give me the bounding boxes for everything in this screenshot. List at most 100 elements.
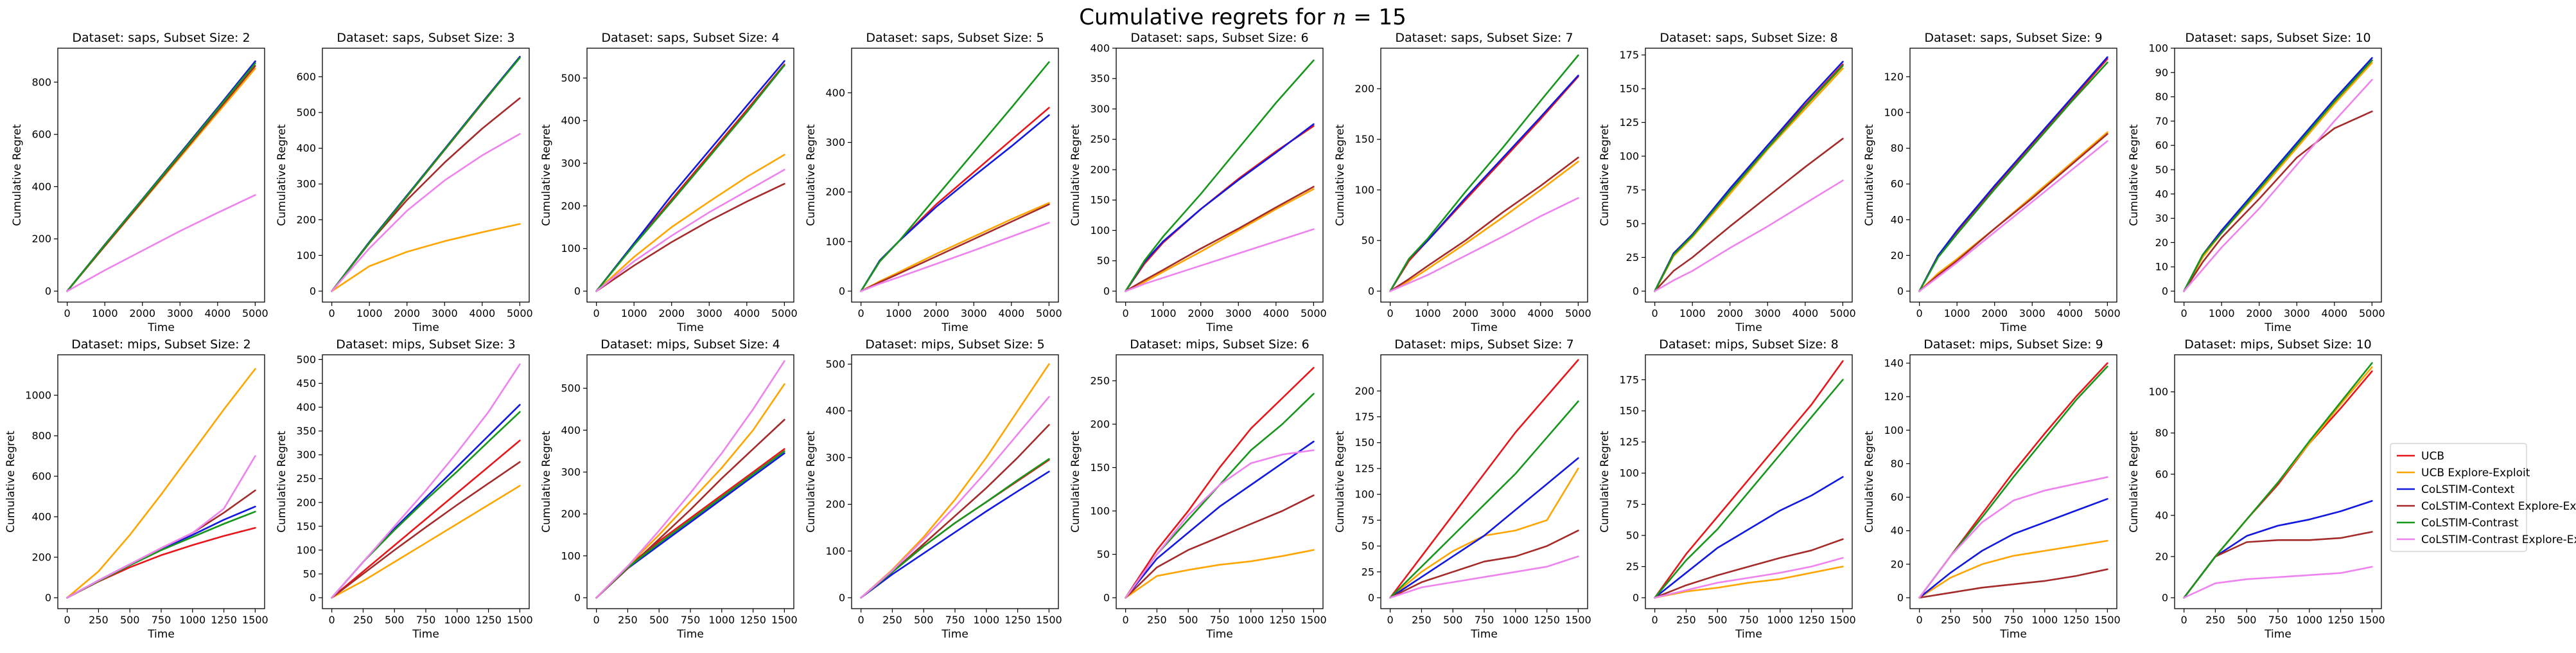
series-line [2183, 111, 2373, 292]
plot-frame [586, 48, 794, 303]
subplot-title: Dataset: mips, Subset Size: 5 [865, 337, 1044, 352]
y-tick-label: 100 [2148, 42, 2168, 55]
subplot-title: Dataset: mips, Subset Size: 3 [336, 337, 515, 352]
y-tick-label: 125 [1619, 116, 1639, 129]
plot-frame [1380, 354, 1588, 609]
series-line [860, 222, 1050, 292]
x-axis-label: Time [412, 321, 439, 334]
x-tick-label: 5000 [1036, 307, 1062, 319]
y-axis-label: Cumulative Regret [2128, 431, 2141, 533]
y-axis-label: Cumulative Regret [540, 124, 553, 226]
y-tick-label: 400 [1090, 42, 1110, 55]
x-tick-label: 1250 [211, 614, 237, 626]
series-line [1125, 123, 1315, 292]
x-tick-label: 3000 [167, 307, 193, 319]
subplot-7: 0 1000 2000 3000 4000 5000 0 25 50 75 100 125 150 175… [1599, 31, 1856, 334]
series-line [1918, 365, 2108, 599]
x-tick-label: 1250 [475, 614, 502, 626]
x-tick-label: 500 [914, 614, 934, 626]
x-tick-label: 1500 [2094, 614, 2121, 626]
series-line [595, 452, 785, 599]
x-tick-label: 3000 [2284, 307, 2310, 319]
x-tick-label: 1000 [444, 614, 470, 626]
series-line [595, 64, 785, 292]
x-tick-label: 1000 [1415, 307, 1441, 319]
x-tick-label: 250 [353, 614, 373, 626]
x-tick-label: 0 [1652, 614, 1658, 626]
x-tick-label: 4000 [2321, 307, 2347, 319]
y-tick-label: 150 [1090, 194, 1110, 206]
x-tick-label: 500 [120, 614, 140, 626]
subplot-title: Dataset: mips, Subset Size: 8 [1659, 337, 1838, 352]
series-line [1125, 549, 1315, 599]
x-tick-label: 0 [1123, 307, 1129, 319]
plot-frame [1645, 48, 1853, 303]
series-line [2183, 531, 2373, 599]
series-line [66, 368, 256, 599]
x-tick-label: 1000 [2296, 614, 2322, 626]
series-line [1918, 476, 2108, 599]
y-tick-label: 100 [1619, 467, 1639, 479]
series-line [1125, 440, 1315, 599]
x-tick-label: 5000 [242, 307, 268, 319]
series-line [860, 470, 1050, 599]
y-tick-label: 175 [1619, 373, 1639, 386]
y-tick-label: 100 [1090, 505, 1110, 517]
series-line [860, 114, 1050, 292]
x-axis-label: Time [1470, 321, 1498, 334]
y-tick-label: 100 [1884, 107, 1904, 119]
series-line [331, 57, 521, 292]
x-axis-label: Time [1205, 321, 1233, 334]
plot-frame [57, 354, 265, 609]
y-tick-label: 0 [310, 285, 316, 297]
series-line [595, 450, 785, 599]
series-line [1654, 379, 1844, 599]
y-tick-label: 100 [296, 544, 316, 556]
subplot-title: Dataset: saps, Subset Size: 2 [72, 31, 250, 45]
series-line [860, 458, 1050, 599]
y-tick-label: 400 [825, 405, 845, 417]
y-tick-label: 400 [31, 510, 51, 523]
y-tick-label: 100 [296, 249, 316, 262]
plot-frame [851, 354, 1059, 609]
x-tick-label: 1000 [2209, 307, 2235, 319]
y-tick-label: 50 [303, 568, 316, 580]
x-tick-label: 750 [152, 614, 171, 626]
y-axis-label: Cumulative Regret [4, 431, 17, 533]
y-tick-label: 60 [2155, 468, 2168, 480]
x-axis-label: Time [1470, 628, 1498, 641]
y-tick-label: 350 [1090, 73, 1110, 85]
x-tick-label: 0 [1916, 614, 1923, 626]
x-tick-label: 0 [1652, 307, 1658, 319]
x-tick-label: 1000 [1679, 307, 1706, 319]
y-tick-label: 800 [31, 76, 51, 88]
subplot-title: Dataset: saps, Subset Size: 5 [866, 31, 1044, 45]
series-line [2183, 500, 2373, 599]
y-tick-label: 50 [1626, 217, 1639, 229]
y-tick-label: 500 [296, 353, 316, 366]
x-tick-label: 2000 [1187, 307, 1214, 319]
subplot-5: 0 1000 2000 3000 4000 5000 0 50 100 150 200 250 300 3… [1069, 31, 1327, 334]
series-line [66, 526, 256, 599]
x-tick-label: 3000 [961, 307, 987, 319]
y-tick-label: 200 [561, 508, 581, 520]
series-line [860, 202, 1050, 292]
x-tick-label: 750 [2004, 614, 2024, 626]
subplot-title: Dataset: mips, Subset Size: 4 [600, 337, 780, 352]
x-tick-label: 1500 [1301, 614, 1327, 626]
subplot-16: 0 250 500 750 1000 1250 1500 0 25 50 75 100 125 150 17… [1599, 337, 1856, 641]
y-tick-label: 50 [1362, 540, 1374, 552]
series-line [1389, 197, 1579, 292]
legend-label: UCB Explore-Exploit [2421, 467, 2530, 479]
y-tick-label: 300 [296, 178, 316, 190]
x-tick-label: 1500 [242, 614, 268, 626]
subplot-title: Dataset: saps, Subset Size: 10 [2185, 31, 2370, 45]
y-tick-label: 0 [839, 285, 845, 297]
y-tick-label: 50 [1097, 255, 1110, 267]
y-tick-label: 600 [31, 129, 51, 141]
series-line [860, 203, 1050, 292]
subplot-title: Dataset: saps, Subset Size: 8 [1660, 31, 1837, 45]
subplot-14: 0 250 500 750 1000 1250 1500 0 50 100 150 200 250 Dat… [1069, 337, 1327, 641]
